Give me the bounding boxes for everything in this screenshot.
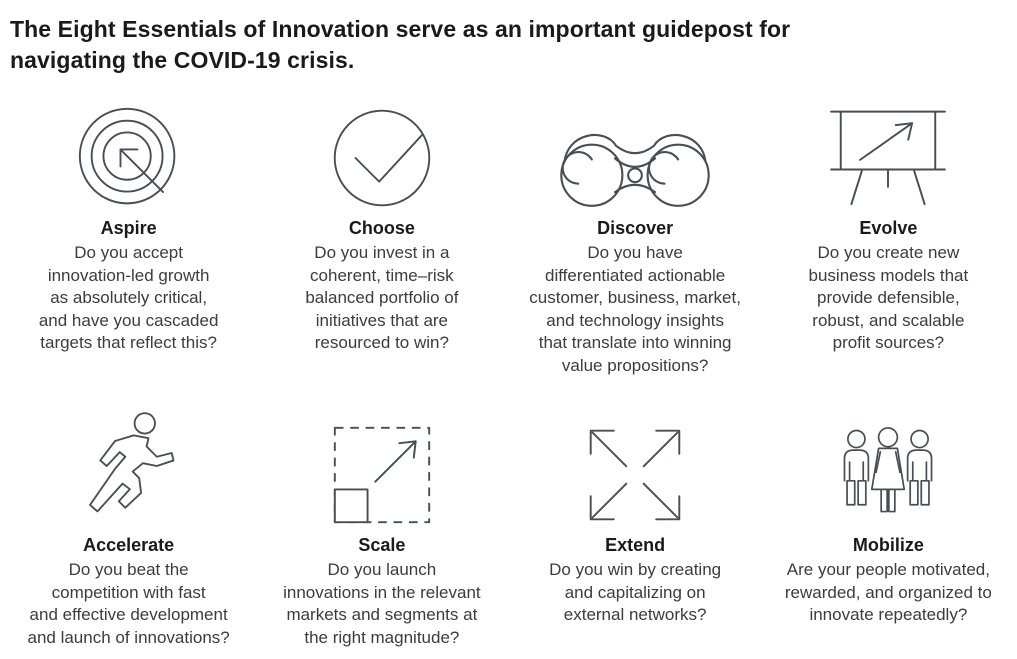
essential-title: Evolve (859, 218, 918, 238)
essential-card-evolve: Evolve Do you create new business models… (764, 106, 1013, 377)
essential-description: Do you win by creating and capitalizing … (549, 560, 722, 624)
page-title: The Eight Essentials of Innovation serve… (10, 16, 791, 73)
essential-card-scale: Scale Do you launch innovations in the r… (257, 401, 506, 649)
people-group-icon (824, 401, 952, 527)
checkmark-circle-icon (330, 106, 434, 210)
target-arrow-icon (77, 106, 181, 210)
essential-title: Scale (358, 535, 406, 555)
essential-title: Choose (348, 218, 415, 238)
scale-up-arrow-icon (330, 401, 434, 527)
binoculars-icon (556, 106, 714, 210)
essential-card-choose: Choose Do you invest in a coherent, time… (257, 106, 506, 377)
essential-description: Do you beat the competition with fast an… (27, 560, 230, 647)
essential-description: Do you create new business models that p… (808, 243, 969, 352)
essential-card-discover: Discover Do you have differentiated acti… (511, 106, 760, 377)
essential-description: Do you launch innovations in the relevan… (283, 560, 481, 647)
running-person-icon (78, 401, 180, 527)
essential-description: Do you have differentiated actionable cu… (529, 243, 741, 375)
essential-title: Mobilize (852, 535, 924, 555)
essential-card-mobilize: Mobilize Are your people motivated, rewa… (764, 401, 1013, 649)
essentials-grid: Aspire Do you accept innovation-led grow… (4, 106, 1013, 649)
essential-description: Are your people motivated, rewarded, and… (784, 560, 992, 624)
essential-card-aspire: Aspire Do you accept innovation-led grow… (4, 106, 253, 377)
essential-card-accelerate: Accelerate Do you beat the competition w… (4, 401, 253, 649)
essential-card-extend: Extend Do you win by creating and capita… (511, 401, 760, 649)
essential-title: Accelerate (83, 535, 175, 555)
essential-description: Do you invest in a coherent, time–risk b… (305, 243, 459, 352)
essential-description: Do you accept innovation-led growth as a… (38, 243, 219, 352)
expand-arrows-icon (583, 401, 687, 527)
essential-title: Discover (597, 218, 674, 238)
essential-title: Aspire (100, 218, 157, 238)
flipchart-arrow-icon (825, 106, 951, 210)
essential-title: Extend (605, 535, 666, 555)
